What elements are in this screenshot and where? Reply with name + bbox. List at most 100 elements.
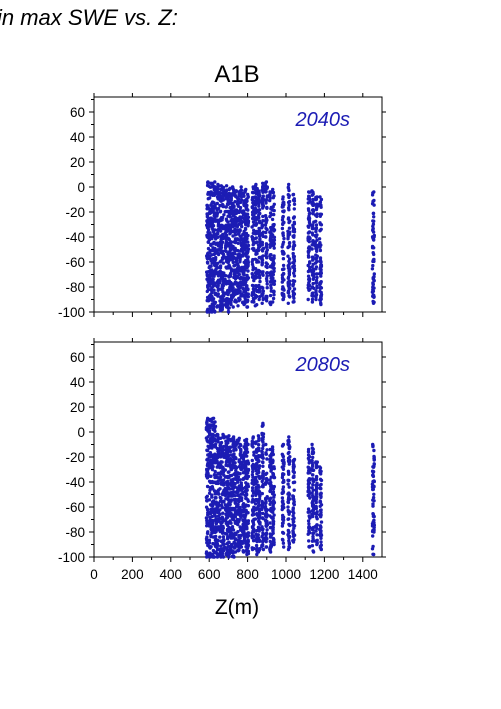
data-point: [286, 470, 291, 475]
data-point: [281, 222, 285, 227]
data-point: [238, 297, 242, 302]
data-point: [208, 207, 212, 211]
data-point: [371, 191, 375, 195]
data-point: [212, 437, 217, 441]
data-point: [281, 513, 285, 518]
data-point: [372, 457, 376, 462]
data-point: [218, 264, 223, 268]
data-point: [246, 294, 250, 299]
data-point: [258, 547, 262, 551]
data-point: [221, 290, 225, 294]
data-point: [234, 469, 238, 473]
data-point: [307, 214, 311, 218]
data-point: [252, 289, 256, 294]
data-point: [233, 252, 237, 256]
data-point: [212, 512, 217, 516]
data-point: [271, 490, 276, 494]
data-point: [261, 437, 265, 442]
data-point: [291, 223, 295, 227]
data-point: [213, 469, 217, 474]
data-point: [311, 258, 315, 262]
data-point: [242, 194, 246, 198]
data-point: [254, 267, 258, 271]
data-point: [243, 464, 248, 468]
data-point: [210, 523, 215, 527]
data-point: [246, 215, 251, 219]
data-point: [238, 534, 242, 538]
data-point: [371, 465, 376, 469]
data-point: [261, 219, 265, 223]
data-point: [238, 472, 242, 476]
data-point: [220, 500, 224, 504]
data-point: [218, 512, 222, 516]
data-point: [270, 217, 275, 222]
y-tick-label: -100: [58, 550, 85, 565]
data-point: [233, 194, 238, 198]
data-point: [372, 448, 376, 453]
data-point: [371, 528, 375, 532]
data-point: [207, 219, 212, 224]
data-point: [311, 531, 315, 536]
data-point: [281, 242, 285, 247]
data-point: [263, 497, 268, 501]
data-point: [261, 181, 265, 185]
data-point: [246, 467, 251, 472]
data-point: [213, 442, 218, 447]
data-point: [315, 212, 319, 216]
data-point: [218, 529, 222, 533]
data-point: [286, 216, 291, 220]
data-point: [271, 465, 275, 469]
data-point: [251, 298, 256, 302]
data-point: [222, 298, 226, 302]
data-point: [253, 215, 258, 220]
data-point: [221, 226, 225, 231]
data-point: [288, 295, 292, 299]
data-point: [287, 497, 291, 502]
data-point: [280, 287, 285, 291]
data-point: [251, 273, 255, 278]
data-point: [306, 453, 311, 457]
data-point: [235, 266, 240, 271]
data-point: [208, 546, 212, 550]
data-point: [207, 284, 212, 288]
data-point: [371, 544, 375, 549]
data-point: [230, 295, 235, 299]
data-point: [213, 180, 217, 184]
x-tick-label: 1000: [271, 567, 301, 582]
data-point: [272, 500, 277, 505]
data-point: [210, 445, 214, 449]
data-point: [307, 245, 311, 249]
data-point: [291, 510, 295, 514]
y-tick-label: -40: [65, 230, 85, 245]
data-point: [250, 458, 254, 463]
data-point: [286, 482, 290, 486]
data-point: [314, 235, 318, 239]
data-point: [271, 452, 275, 457]
data-point: [319, 203, 323, 207]
data-point: [312, 511, 316, 516]
data-point: [318, 486, 322, 490]
data-point: [291, 261, 295, 265]
data-point: [219, 229, 223, 233]
data-point: [269, 545, 273, 549]
data-point: [291, 466, 296, 471]
data-point: [271, 517, 275, 521]
data-point: [281, 472, 285, 476]
data-point: [263, 481, 268, 485]
data-point: [210, 504, 214, 508]
data-point: [269, 253, 273, 257]
data-point: [315, 244, 319, 248]
data-point: [246, 208, 250, 212]
data-point: [282, 236, 286, 241]
data-point: [260, 479, 264, 484]
data-point: [218, 197, 222, 201]
data-point: [315, 275, 319, 280]
data-point: [255, 240, 259, 244]
data-point: [292, 243, 296, 247]
data-point: [257, 297, 261, 302]
data-point: [233, 485, 237, 489]
data-point: [310, 293, 314, 298]
data-point: [212, 232, 217, 236]
data-point: [233, 515, 238, 519]
data-point: [221, 537, 226, 542]
